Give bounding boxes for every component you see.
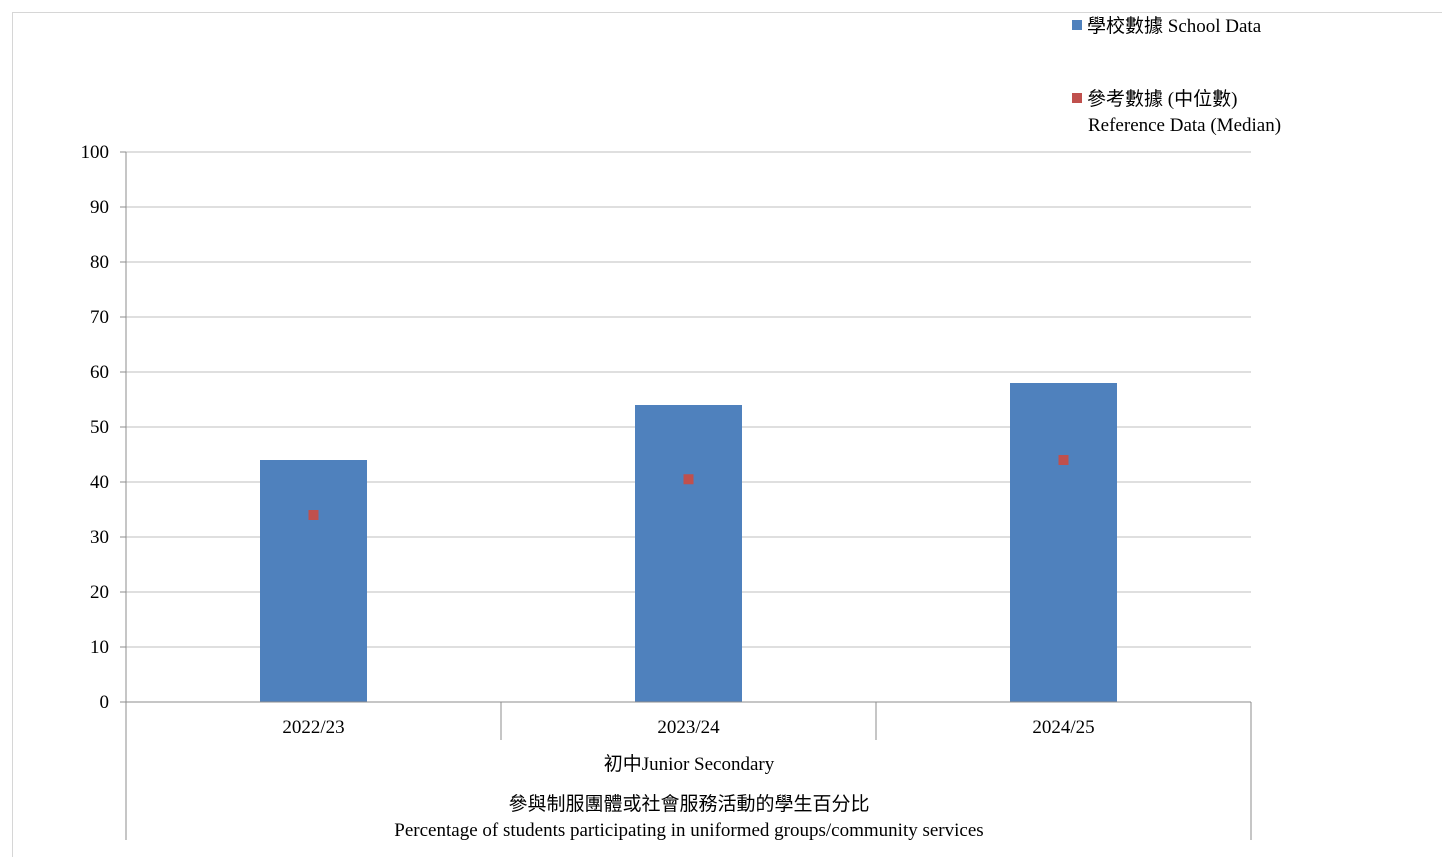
x-axis: 2022/23 2023/24 2024/25 — [125, 152, 1252, 840]
x-group-label: 初中Junior Secondary — [604, 753, 775, 775]
bar-series — [260, 383, 1117, 702]
bar-school-data — [260, 460, 367, 702]
marker-reference-median — [683, 474, 694, 485]
y-tick-label: 100 — [81, 142, 110, 163]
y-tick-label: 40 — [90, 472, 109, 493]
y-tick-label: 90 — [90, 197, 109, 218]
y-tick-label: 20 — [90, 582, 109, 603]
legend-item-reference: 參考數據 (中位數) Reference Data (Median) — [1072, 87, 1281, 139]
legend-label-reference-en: Reference Data (Median) — [1088, 115, 1282, 136]
marker-reference-median — [1058, 455, 1069, 465]
y-tick-label: 80 — [90, 252, 109, 273]
x-tick-label: 2024/25 — [1032, 717, 1094, 738]
legend-label-reference-zh: 參考數據 (中位數) — [1087, 89, 1238, 110]
chart-title-en: Percentage of students participating in … — [394, 820, 983, 841]
chart-frame — [12, 12, 1442, 857]
chart-title-zh: 參與制服團體或社會服務活動的學生百分比 — [508, 793, 869, 815]
y-tick-label: 60 — [90, 362, 109, 383]
y-tick-label: 50 — [90, 417, 109, 438]
legend-label-school: 學校數據 School Data — [1087, 16, 1262, 37]
y-tick-label: 70 — [90, 307, 109, 328]
bar-school-data — [635, 405, 742, 702]
legend-swatch-reference — [1072, 93, 1082, 103]
bar-school-data — [1010, 383, 1117, 702]
y-axis-ticks: 0 10 20 30 40 50 60 70 80 90 100 — [81, 142, 126, 713]
y-tick-label: 30 — [90, 527, 109, 548]
marker-reference-median — [308, 510, 319, 520]
marker-series — [308, 455, 1069, 520]
legend-swatch-school — [1072, 20, 1082, 30]
x-tick-label: 2023/24 — [657, 717, 720, 738]
x-tick-label: 2022/23 — [282, 717, 344, 738]
y-tick-label: 10 — [90, 637, 109, 658]
legend-item-school: 學校數據 School Data — [1072, 14, 1261, 40]
y-tick-label: 0 — [100, 692, 110, 713]
